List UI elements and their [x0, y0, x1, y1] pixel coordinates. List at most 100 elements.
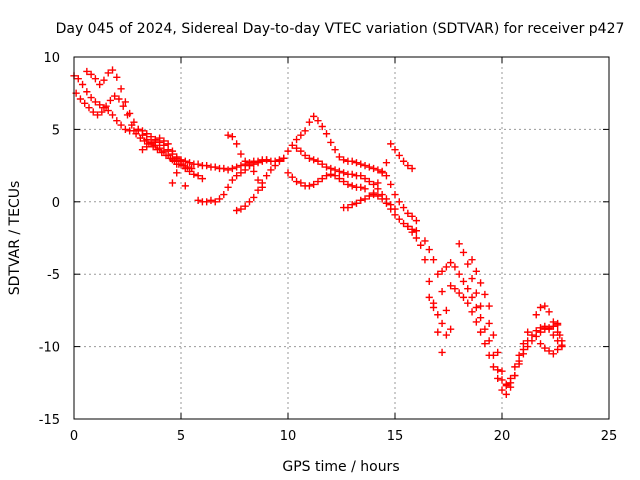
data-point: [288, 173, 296, 181]
data-point: [481, 290, 489, 299]
data-point: [451, 263, 459, 271]
data-point: [408, 228, 416, 236]
data-point: [173, 169, 181, 177]
data-point: [173, 154, 181, 162]
series-track-k: [292, 144, 399, 213]
data-point: [459, 277, 468, 286]
data-point: [318, 122, 326, 131]
data-point: [485, 319, 493, 328]
x-tick-label: 10: [280, 429, 297, 444]
data-point: [130, 118, 138, 126]
data-point: [284, 147, 292, 155]
series-track-v: [485, 319, 532, 388]
data-point: [194, 172, 202, 180]
data-point: [421, 256, 429, 264]
data-point: [524, 337, 532, 345]
data-point: [408, 164, 416, 173]
axis-ticks: [73, 56, 610, 420]
data-point: [472, 289, 480, 297]
data-point: [91, 75, 99, 83]
data-points: [70, 66, 566, 398]
data-point: [447, 259, 455, 267]
data-point: [100, 76, 108, 84]
data-point: [459, 293, 468, 301]
data-point: [275, 157, 284, 165]
data-point: [164, 151, 172, 160]
data-point: [250, 193, 258, 202]
data-point: [412, 217, 420, 225]
data-point: [327, 138, 335, 147]
data-point: [119, 102, 127, 110]
data-point: [147, 140, 155, 148]
data-point: [370, 180, 378, 189]
data-point: [556, 331, 564, 339]
data-point: [434, 311, 442, 319]
data-point: [481, 340, 489, 348]
data-point: [181, 182, 189, 190]
data-point: [399, 203, 408, 212]
data-point: [361, 175, 369, 183]
data-point: [314, 157, 322, 165]
data-point: [425, 277, 433, 286]
data-point: [310, 156, 318, 164]
data-point: [477, 328, 485, 336]
series-track-i: [284, 112, 420, 225]
data-point: [519, 340, 527, 348]
data-point: [160, 137, 168, 145]
data-point: [111, 92, 119, 100]
data-point: [357, 172, 365, 180]
data-point: [96, 80, 104, 89]
y-tick-label: 10: [43, 51, 60, 66]
data-point: [108, 66, 117, 74]
data-point: [408, 212, 416, 220]
series-track-o: [404, 222, 446, 356]
data-point: [425, 293, 433, 301]
data-point: [113, 73, 121, 81]
data-point: [357, 196, 365, 204]
data-point: [404, 222, 412, 231]
data-point: [494, 348, 502, 356]
data-point: [305, 154, 313, 162]
data-point: [545, 347, 553, 355]
data-point: [288, 141, 296, 149]
series-track-f: [194, 156, 271, 206]
data-point: [220, 164, 228, 173]
data-point: [318, 160, 326, 168]
data-point: [224, 183, 232, 191]
data-point: [447, 282, 455, 290]
data-point: [322, 163, 331, 171]
data-point: [126, 109, 134, 118]
data-point: [331, 166, 339, 174]
y-tick-label: -15: [39, 413, 60, 428]
data-point: [198, 175, 206, 183]
data-point: [455, 270, 463, 278]
data-point: [382, 199, 391, 207]
plot-frame: [73, 56, 610, 420]
data-point: [442, 331, 450, 339]
data-point: [352, 159, 361, 167]
data-point: [464, 299, 472, 307]
data-point: [404, 209, 412, 217]
data-point: [545, 308, 553, 316]
data-point: [536, 324, 545, 332]
data-point: [532, 311, 540, 319]
data-point: [108, 111, 117, 119]
grid-lines: [74, 57, 609, 419]
data-point: [310, 180, 318, 189]
series-track-r: [438, 259, 562, 390]
data-point: [267, 166, 275, 174]
y-axis-label: SDTVAR / TECUs: [7, 181, 23, 296]
series-track-e: [168, 157, 189, 190]
series-track-h: [233, 154, 288, 215]
data-point: [365, 192, 373, 200]
data-point: [468, 256, 476, 264]
data-point: [340, 156, 348, 164]
data-point: [374, 166, 382, 174]
data-point: [489, 331, 498, 339]
data-point: [477, 314, 485, 322]
data-point: [425, 245, 433, 254]
data-point: [485, 337, 493, 345]
data-point: [515, 351, 523, 359]
data-point: [91, 98, 99, 106]
data-point: [164, 140, 172, 148]
